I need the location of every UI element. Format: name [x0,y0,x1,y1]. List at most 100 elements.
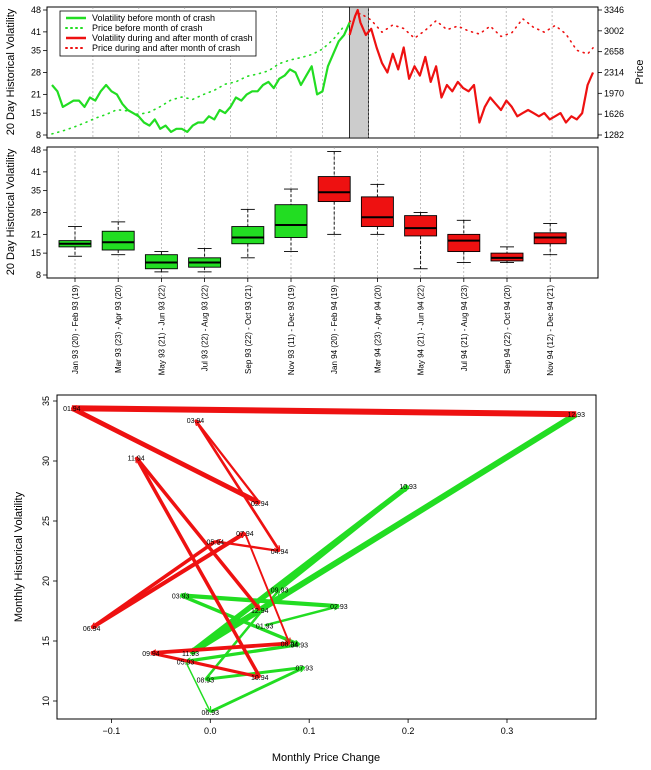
month-point-label: 10.94 [251,675,269,682]
boxplot-0 [58,226,92,257]
month-point-label: 03.94 [187,418,205,425]
month-point-label: 09.94 [142,651,160,658]
transition-arrow [134,456,262,609]
panel1-left-tick-label: 35 [31,46,41,56]
category-label: May 94 (21) - Jun 94 (22) [417,285,426,376]
month-point-label: 10.93 [399,484,417,491]
month-point-label: 08.94 [281,641,299,648]
category-label: Nov 93 (11) - Dec 93 (19) [287,285,296,375]
panel1-right-tick-label: 3346 [604,5,624,15]
box-iqr [101,230,135,251]
category-label: Sep 93 (22) - Oct 93 (21) [244,285,253,374]
panel3-x-tick-label: 0.0 [204,726,217,736]
month-point-label: 01.94 [63,406,81,413]
series-line-3 [348,12,594,55]
box-iqr [317,176,351,203]
panel3-x-tick-label: 0.3 [501,726,514,736]
month-point-label: 04.93 [291,643,309,650]
transition-arrow [134,457,262,678]
panel3-y-tick-label: 35 [41,396,51,406]
month-point-label: 05.93 [177,659,195,666]
transition-arrow [70,406,260,506]
panel2-tick-label: 48 [31,145,41,155]
panel3-x-tick-label: 0.2 [402,726,415,736]
panel3-y-tick-label: 15 [41,636,51,646]
category-label: Mar 93 (23) - Apr 93 (20) [114,285,123,373]
month-point-label: 11.94 [128,455,145,462]
legend-label-price-after: Price during and after month of crash [92,43,240,53]
panel1-left-tick-label: 48 [31,5,41,15]
month-point-label: 03.93 [172,593,190,600]
panel1-right-tick-label: 2658 [604,47,624,57]
transition-arrow [264,606,339,627]
box-iqr [404,215,438,237]
transition-arrow [209,666,304,714]
panel3-frame [56,394,597,720]
panel3-x-tick-label: −0.1 [103,726,121,736]
panel2-tick-label: 15 [31,248,41,258]
transition-arrow [244,532,290,643]
series-line-1 [51,25,345,135]
month-point-label: 02.94 [251,501,269,508]
transition-arrow [188,411,577,656]
transition-arrow [90,531,245,630]
transition-arrow [184,661,211,711]
category-label: Jan 94 (20) - Feb 94 (19) [330,285,339,374]
legend-label-price-before: Price before month of crash [92,23,203,33]
transition-arrow [188,484,410,656]
volatility-vs-price-change-scatter: 01.93 02.93 03.93 04.93 05.93 06.93 07.93 08.93… [13,394,597,764]
category-label: Jul 94 (21) - Aug 94 (23) [460,285,469,372]
category-label: Mar 94 (23) - Apr 94 (20) [373,285,382,373]
boxplot-6 [317,151,351,235]
panel1-right-tick-label: 2314 [604,68,624,78]
volatility-boxplot-panel: 8 15 21 28 35 41 48 Jan 93 (20) - Feb 93 (19) Ma… [5,145,599,376]
transition-arrow [72,408,577,418]
panel2-tick-label: 35 [31,186,41,196]
category-label: Nov 94 (12) - Dec 94 (21) [546,285,555,376]
month-point-label: 05.94 [206,539,224,546]
month-point-label: 09.93 [271,587,289,594]
panel3-y-tick-label: 25 [41,516,51,526]
box-iqr [231,226,265,245]
panel1-right-tick-label: 1626 [604,109,624,119]
panel2-tick-label: 28 [31,208,41,218]
month-point-label: 07.94 [236,531,254,538]
panel1-left-tick-label: 21 [31,89,41,99]
panel3-y-tick-label: 10 [41,696,51,706]
panel3-x-axis-label: Monthly Price Change [272,752,380,764]
panel2-tick-label: 21 [31,229,41,239]
category-label: Jan 93 (20) - Feb 93 (19) [71,285,80,374]
box-iqr [274,204,308,238]
transition-arrow [186,642,300,662]
panel1-right-tick-label: 1282 [604,130,624,140]
panel1-left-tick-label: 15 [31,108,41,118]
boxplot-8 [404,212,438,270]
boxplot-10 [490,246,524,263]
volatility-price-timeseries-panel: 8 15 21 28 35 41 48 1282 1626 1970 2314 2658 3002 334… [5,5,646,140]
boxplot-9 [447,219,481,263]
boxplot-11 [533,222,567,256]
month-point-label: 07.93 [295,665,313,672]
legend: Volatility before month of crash Price b… [59,10,257,57]
transition-arrow [151,641,290,653]
box-iqr [360,196,394,228]
panel1-left-tick-label: 41 [31,27,41,37]
legend-label-vol-after: Volatility during and after month of cra… [92,33,253,43]
panel3-y-axis-label: Monthly Historical Volatility [13,491,25,622]
transition-arrow [150,651,260,677]
month-point-label: 02.93 [330,604,348,611]
series-line-2 [348,8,595,124]
series-line-0 [51,22,351,133]
month-point-label: 11.93 [182,651,199,658]
panel1-right-tick-label: 1970 [604,88,624,98]
category-label: May 93 (21) - Jun 93 (22) [157,285,166,376]
legend-box [59,10,257,57]
month-point-label: 12.94 [251,608,269,615]
boxplot-7 [360,183,394,235]
panel2-tick-label: 41 [31,167,41,177]
legend-label-vol-before: Volatility before month of crash [92,13,215,23]
boxplot-3 [188,247,222,273]
panel1-right-tick-label: 3002 [604,26,624,36]
panel2-y-axis-label: 20 Day Historical Volatility [5,148,17,275]
